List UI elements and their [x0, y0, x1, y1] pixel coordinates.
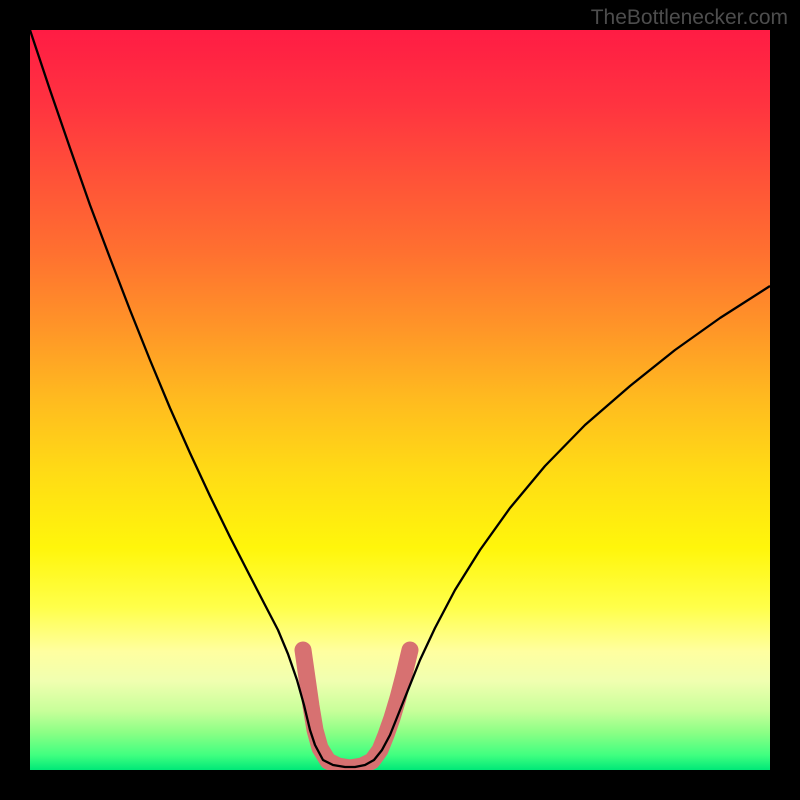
curve-layer — [30, 30, 770, 770]
plot-area — [30, 30, 770, 770]
watermark-text: TheBottlenecker.com — [591, 6, 788, 30]
